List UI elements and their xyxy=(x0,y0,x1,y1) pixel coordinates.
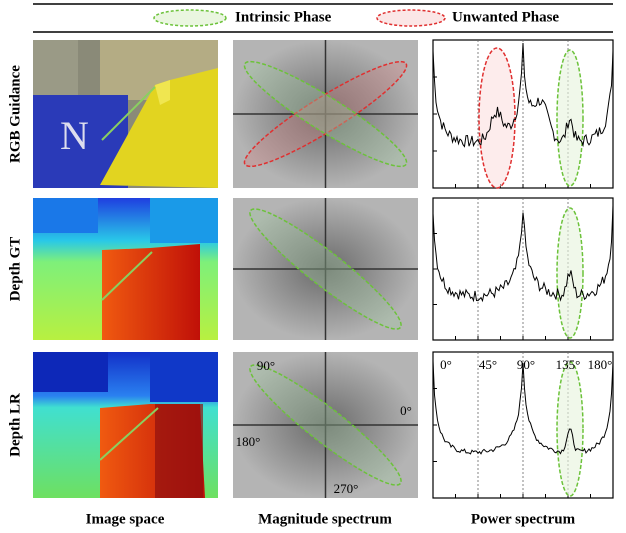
image: N xyxy=(33,40,218,188)
logo: N xyxy=(60,113,89,158)
column-label: Power spectrum xyxy=(471,511,576,527)
angle-label: 90° xyxy=(517,357,535,372)
row-label: RGB Guidance xyxy=(7,65,23,163)
row-label: Depth GT xyxy=(7,237,23,302)
phase-ellipse xyxy=(243,60,408,168)
power-curve xyxy=(432,360,614,455)
column-label: Image space xyxy=(86,511,165,527)
power-panel xyxy=(432,197,614,341)
legend-label: Intrinsic Phase xyxy=(235,9,332,25)
row-label: Depth LR xyxy=(7,393,23,457)
image xyxy=(33,352,218,498)
legend-swatch xyxy=(153,9,227,27)
phase-ellipse xyxy=(243,60,408,168)
angle-label: 135° xyxy=(556,357,581,372)
phase-ellipse xyxy=(249,208,402,330)
angle-label: 180° xyxy=(588,357,613,372)
phase-ellipse xyxy=(478,47,516,189)
phase-ellipse xyxy=(249,364,402,486)
angle-label: 270° xyxy=(334,481,359,496)
angle-label: 90° xyxy=(257,358,275,373)
legend-label: Unwanted Phase xyxy=(452,9,559,25)
angle-label: 180° xyxy=(236,434,261,449)
angle-label: 0° xyxy=(440,357,452,372)
power-curve xyxy=(432,205,614,303)
column-label: Magnitude spectrum xyxy=(258,511,392,527)
angle-label: 0° xyxy=(400,403,412,418)
image xyxy=(33,198,218,340)
power-curve xyxy=(432,42,614,148)
phase-ellipse xyxy=(556,49,584,187)
angle-label: 45° xyxy=(479,357,497,372)
legend-swatch xyxy=(376,9,446,27)
